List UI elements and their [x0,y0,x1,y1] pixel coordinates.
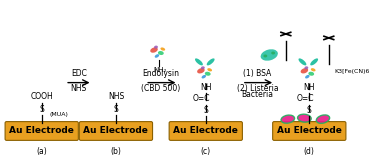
Text: COOH: COOH [30,92,53,101]
Ellipse shape [207,58,215,65]
Ellipse shape [263,55,267,58]
Text: (2) Listeria: (2) Listeria [237,84,278,93]
Text: (1) BSA: (1) BSA [243,69,272,78]
Ellipse shape [311,68,316,71]
FancyBboxPatch shape [273,122,346,140]
Text: Bacteria: Bacteria [242,90,274,99]
Ellipse shape [197,68,204,73]
Text: S: S [113,105,118,114]
Ellipse shape [310,58,318,65]
Ellipse shape [316,115,330,123]
Ellipse shape [158,51,164,55]
Ellipse shape [201,75,206,79]
Text: (d): (d) [304,147,315,156]
Text: S: S [203,106,208,115]
Text: K3[Fe(CN)6: K3[Fe(CN)6 [335,69,370,74]
Text: S: S [307,106,311,115]
Text: Au Electrode: Au Electrode [9,127,74,136]
Ellipse shape [261,49,278,61]
Text: NHS: NHS [71,84,87,93]
Ellipse shape [155,54,159,58]
Text: Au Electrode: Au Electrode [84,127,148,136]
Ellipse shape [271,52,275,55]
Ellipse shape [304,66,308,69]
Text: (b): (b) [110,147,121,156]
Text: (CBD 500): (CBD 500) [141,84,180,93]
Text: (MUA): (MUA) [50,112,68,117]
Ellipse shape [301,68,308,73]
Text: (a): (a) [36,147,47,156]
Ellipse shape [154,46,158,49]
Ellipse shape [150,47,158,53]
Text: O=C: O=C [193,94,211,103]
Text: Au Electrode: Au Electrode [277,127,342,136]
Ellipse shape [308,72,314,76]
Text: S: S [39,105,44,114]
Text: (c): (c) [201,147,211,156]
Ellipse shape [195,58,203,65]
FancyBboxPatch shape [5,122,78,140]
FancyBboxPatch shape [169,122,242,140]
Text: NHS: NHS [108,92,124,101]
Text: O=C: O=C [297,94,314,103]
Ellipse shape [281,115,294,123]
Ellipse shape [207,68,212,71]
Text: Endolysin: Endolysin [143,69,179,78]
Text: NH: NH [200,82,212,91]
Ellipse shape [297,114,311,122]
Ellipse shape [305,75,310,79]
Ellipse shape [299,58,307,65]
Text: NH: NH [304,82,315,91]
Text: NH₂: NH₂ [153,67,167,73]
Ellipse shape [160,47,165,51]
Text: Au Electrode: Au Electrode [174,127,238,136]
Text: EDC: EDC [71,69,87,78]
FancyBboxPatch shape [79,122,153,140]
Ellipse shape [205,72,211,76]
Ellipse shape [201,66,205,69]
